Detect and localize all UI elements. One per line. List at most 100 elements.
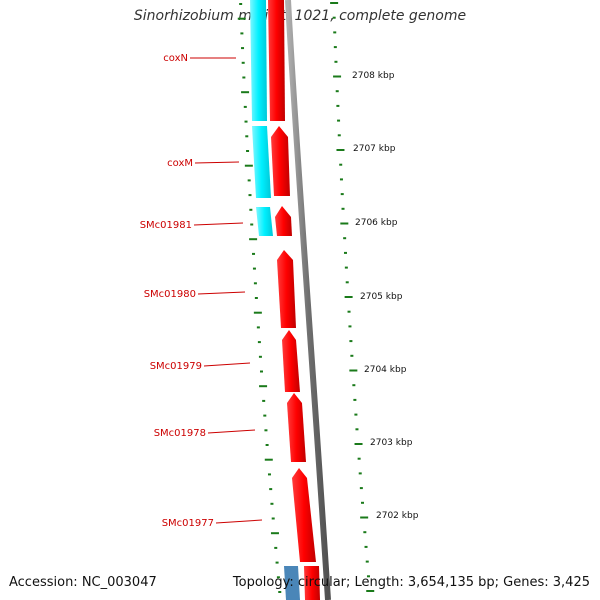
scale-tick	[257, 341, 261, 344]
gene-label-smc01978[interactable]: SMc01978	[154, 428, 206, 439]
scale-tick	[339, 163, 343, 166]
tick-label: 2704 kbp	[364, 365, 407, 375]
scale-tick	[339, 178, 343, 181]
gene-reverse-block	[250, 0, 267, 121]
scale-tick	[242, 76, 246, 79]
outer-scale	[330, 2, 375, 592]
gene-label-smc01979[interactable]: SMc01979	[150, 361, 202, 372]
gene-forward-arrow	[277, 250, 296, 328]
backbone-track	[285, 0, 331, 600]
scale-tick	[264, 429, 268, 432]
scale-tick	[269, 488, 273, 491]
scale-tick	[335, 90, 339, 93]
scale-tick	[344, 266, 348, 269]
scale-tick	[333, 46, 337, 49]
label-leader-line	[207, 429, 256, 434]
scale-tick	[333, 31, 337, 34]
scale-tick	[267, 473, 271, 476]
gene-label-coxn[interactable]: coxN	[163, 53, 188, 64]
gene-forward-arrow	[282, 330, 300, 392]
gene-forward-arrow	[275, 206, 292, 236]
scale-tick	[263, 414, 267, 417]
gene-forward-arrow	[268, 0, 285, 121]
scale-tick	[278, 591, 282, 593]
scale-tick	[270, 532, 279, 535]
tick-labels: 2708 kbp 2707 kbp 2706 kbp 2705 kbp 2704…	[352, 71, 419, 521]
gene-reverse-block	[256, 207, 273, 236]
scale-tick	[259, 385, 268, 388]
label-leader-line	[194, 161, 240, 164]
scale-tick	[350, 354, 354, 357]
topology-label: Topology: circular; Length: 3,654,135 bp…	[232, 575, 590, 590]
scale-tick	[353, 398, 357, 401]
scale-tick	[345, 281, 349, 284]
scale-tick	[343, 237, 347, 240]
scale-tick	[244, 164, 253, 167]
scale-tick	[253, 311, 262, 314]
gene-label-smc01981[interactable]: SMc01981	[140, 220, 192, 231]
gene-labels: coxN coxM SMc01981 SMc01980 SMc01979 SMc…	[140, 53, 263, 529]
scale-tick	[256, 326, 260, 329]
scale-tick	[349, 369, 358, 372]
accession-label: Accession: NC_003047	[9, 575, 157, 590]
scale-tick	[265, 444, 269, 446]
scale-tick	[258, 355, 262, 358]
scale-tick	[254, 297, 258, 299]
scale-tick	[246, 150, 250, 152]
tick-label: 2703 kbp	[370, 438, 413, 448]
scale-tick	[241, 47, 245, 50]
scale-tick	[239, 3, 243, 5]
scale-tick	[348, 325, 352, 328]
scale-tick	[241, 91, 250, 94]
scale-tick	[366, 575, 370, 578]
scale-tick	[336, 149, 345, 151]
scale-tick	[340, 222, 349, 225]
scale-tick	[360, 501, 364, 504]
scale-tick	[262, 399, 266, 402]
gene-forward-arrow	[304, 566, 320, 600]
label-leader-line	[197, 291, 246, 295]
gene-forward-arrow	[271, 126, 290, 196]
gene-forward-arrow	[292, 468, 316, 562]
scale-tick	[247, 179, 251, 182]
scale-tick	[340, 193, 344, 196]
scale-tick	[252, 267, 256, 270]
gene-reverse-block	[252, 126, 271, 198]
gene-forward-arrow	[287, 393, 306, 462]
gene-label-coxm[interactable]: coxM	[167, 158, 193, 169]
label-leader-line	[193, 222, 244, 226]
label-leader-line	[203, 362, 251, 367]
scale-tick	[363, 531, 367, 534]
scale-tick	[252, 252, 256, 255]
gene-partial-block	[284, 566, 300, 600]
scale-tick	[271, 517, 275, 520]
scale-tick	[347, 310, 351, 313]
scale-tick	[336, 104, 340, 107]
scale-tick	[248, 194, 252, 197]
scale-tick	[355, 428, 359, 431]
scale-tick	[240, 32, 244, 35]
scale-tick	[358, 472, 362, 475]
scale-tick	[366, 590, 375, 592]
scale-tick	[249, 208, 253, 211]
inner-scale	[237, 3, 282, 593]
scale-tick	[360, 516, 369, 519]
gene-label-smc01980[interactable]: SMc01980	[144, 289, 196, 300]
tick-label: 2706 kbp	[355, 218, 398, 228]
scale-tick	[364, 545, 368, 548]
scale-tick	[249, 238, 258, 241]
tick-label: 2705 kbp	[360, 292, 403, 302]
scale-tick	[253, 282, 257, 285]
scale-tick	[337, 119, 341, 122]
gene-label-smc01977[interactable]: SMc01977	[162, 518, 214, 529]
tick-label: 2708 kbp	[352, 71, 395, 81]
scale-tick	[276, 576, 280, 579]
scale-tick	[244, 120, 248, 123]
scale-tick	[241, 61, 245, 64]
scale-tick	[354, 443, 363, 445]
scale-tick	[333, 75, 342, 78]
scale-tick	[237, 17, 246, 20]
scale-tick	[349, 340, 353, 343]
